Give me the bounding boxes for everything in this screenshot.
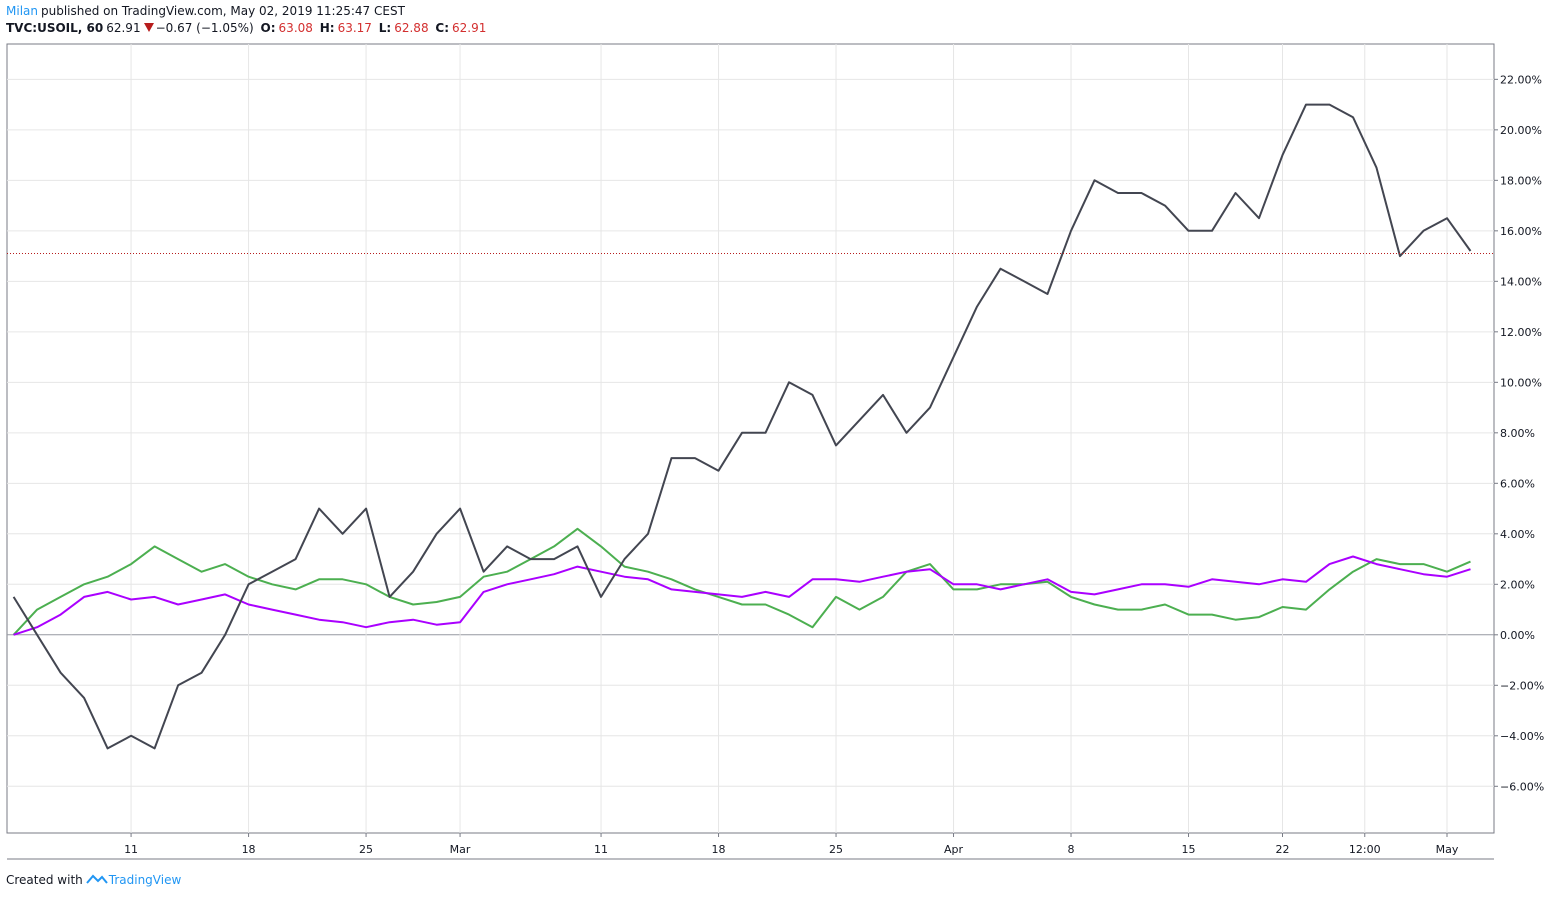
y-tick-label: 6.00% <box>1500 477 1535 490</box>
x-tick-label: Mar <box>450 843 471 856</box>
x-tick-label: 11 <box>124 843 138 856</box>
change: −0.67 (−1.05%) <box>155 21 254 35</box>
y-tick-label: 12.00% <box>1500 326 1542 339</box>
y-tick-label: 14.00% <box>1500 275 1542 288</box>
y-tick-label: 0.00% <box>1500 629 1535 642</box>
low-label: L: <box>378 21 392 35</box>
symbol-line: TVC:USOIL, 60 62.91 −0.67 (−1.05%) O: 63.08… <box>6 21 489 35</box>
brand[interactable]: TradingView <box>108 873 182 887</box>
y-tick-label: 20.00% <box>1500 124 1542 137</box>
y-tick-label: 10.00% <box>1500 376 1542 389</box>
published: published on TradingView.com, May 02, 20… <box>40 4 405 18</box>
plot-frame <box>6 43 1495 834</box>
open: 63.08 <box>278 21 313 35</box>
last: 62.91 <box>106 21 141 35</box>
x-tick-label: 8 <box>1068 843 1075 856</box>
y-tick-label: 8.00% <box>1500 427 1535 440</box>
x-tick-label: 22 <box>1276 843 1290 856</box>
x-tick-label: 25 <box>359 843 373 856</box>
y-tick-label: 2.00% <box>1500 578 1535 591</box>
symbol: TVC:USOIL, 60 <box>6 21 104 35</box>
y-tick-label: 16.00% <box>1500 225 1542 238</box>
x-tick-label: 25 <box>829 843 843 856</box>
low: 62.88 <box>394 21 429 35</box>
created-with: Created with <box>6 873 83 887</box>
x-tick-label: 12:00 <box>1349 843 1381 856</box>
series-line <box>13 555 1471 636</box>
y-tick-label: −6.00% <box>1500 780 1544 793</box>
x-tick-label: May <box>1436 843 1459 856</box>
x-tick-label: 11 <box>594 843 608 856</box>
y-tick-label: −2.00% <box>1500 679 1544 692</box>
x-tick-label: 18 <box>712 843 726 856</box>
open-label: O: <box>260 21 276 35</box>
high: 63.17 <box>337 21 372 35</box>
footer: Created with TradingView <box>6 873 184 887</box>
series-line <box>12 103 1472 750</box>
y-tick-label: −4.00% <box>1500 730 1544 743</box>
x-tick-label: 18 <box>242 843 256 856</box>
chart: −6.00% −4.00% −2.00% 0.00% 2.00% 4.00% 6.00% 8.… <box>6 43 1544 860</box>
x-tick-label: Apr <box>944 843 964 856</box>
down-arrow <box>143 23 154 32</box>
publish-line: Milan published on TradingView.com, May 0… <box>6 4 408 18</box>
author[interactable]: Milan <box>6 4 38 18</box>
x-tick-label: 15 <box>1182 843 1196 856</box>
logo <box>86 874 108 884</box>
y-tick-label: 4.00% <box>1500 528 1535 541</box>
close-label: C: <box>435 21 450 35</box>
y-tick-label: 18.00% <box>1500 174 1542 187</box>
high-label: H: <box>319 21 335 35</box>
close: 62.91 <box>452 21 487 35</box>
y-tick-label: 22.00% <box>1500 73 1542 86</box>
